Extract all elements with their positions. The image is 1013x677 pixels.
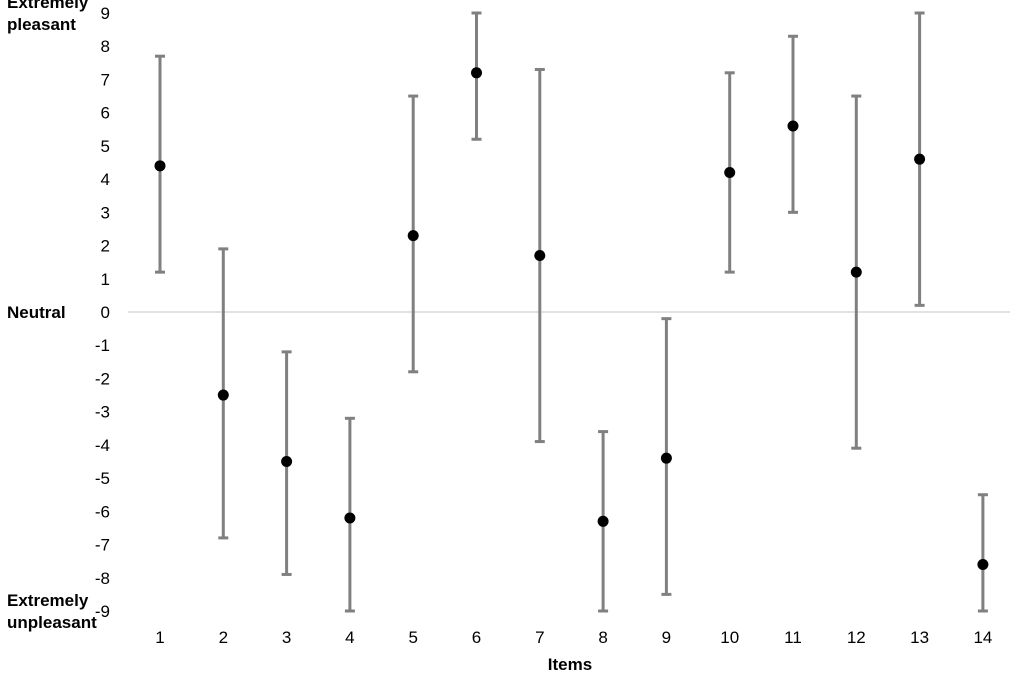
x-tick-label: 8 — [598, 628, 607, 647]
x-tick-label: 2 — [219, 628, 228, 647]
y-tick-label: -2 — [95, 369, 110, 388]
mean-point — [407, 230, 419, 242]
y-tick-label: 7 — [101, 70, 110, 89]
mean-point — [850, 266, 862, 278]
mean-point — [471, 67, 482, 79]
y-tick-label: -4 — [95, 436, 110, 455]
mean-point — [724, 166, 736, 178]
mean-point — [597, 515, 609, 527]
x-tick-label: 6 — [472, 628, 481, 647]
y-anchor-label: Extremely — [7, 591, 89, 610]
x-tick-label: 1 — [155, 628, 164, 647]
y-tick-label: -8 — [95, 569, 110, 588]
mean-point — [154, 160, 166, 172]
y-tick-label: -9 — [95, 602, 110, 621]
y-anchor-label: unpleasant — [7, 613, 97, 632]
mean-point — [787, 120, 799, 132]
y-tick-label: 6 — [101, 104, 110, 123]
y-tick-label: 3 — [101, 203, 110, 222]
y-tick-label: -1 — [95, 336, 110, 355]
y-tick-label: -7 — [95, 536, 110, 555]
y-tick-label: 0 — [101, 303, 110, 322]
y-tick-label: 9 — [101, 4, 110, 23]
mean-point — [534, 250, 546, 262]
x-tick-label: 13 — [910, 628, 929, 647]
x-tick-label: 12 — [847, 628, 866, 647]
mean-point — [344, 512, 356, 524]
mean-point — [660, 452, 672, 464]
x-tick-label: 4 — [345, 628, 354, 647]
x-axis-title: Items — [548, 655, 592, 674]
y-tick-label: 2 — [101, 237, 110, 256]
x-tick-label: 9 — [662, 628, 671, 647]
y-anchor-labels: Extremely pleasant Neutral Extremely unpleas… — [7, 0, 97, 632]
y-tick-label: 5 — [101, 137, 110, 156]
mean-point — [977, 558, 989, 570]
x-tick-label: 14 — [973, 628, 992, 647]
x-tick-label: 5 — [408, 628, 417, 647]
y-tick-labels: 9 8 7 6 5 4 3 2 1 0 -1 -2 -3 -4 -5 -6 -7 -8 -9 — [95, 4, 110, 621]
y-anchor-label: Neutral — [7, 303, 66, 322]
y-tick-label: -5 — [95, 469, 110, 488]
y-tick-label: 1 — [101, 270, 110, 289]
y-tick-label: 4 — [101, 170, 110, 189]
y-tick-label: 8 — [101, 37, 110, 56]
y-anchor-label: Extremely — [7, 0, 89, 12]
mean-markers — [154, 67, 989, 570]
y-tick-label: -3 — [95, 403, 110, 422]
y-tick-label: -6 — [95, 502, 110, 521]
y-anchor-label: pleasant — [7, 15, 76, 34]
mean-point — [281, 456, 293, 467]
x-tick-label: 11 — [784, 628, 802, 647]
x-tick-label: 3 — [282, 628, 291, 647]
mean-point — [914, 153, 926, 165]
x-tick-label: 10 — [720, 628, 739, 647]
x-tick-labels: 1 2 3 4 5 6 7 8 9 10 11 12 13 14 — [155, 628, 992, 647]
mean-point — [217, 389, 229, 401]
x-tick-label: 7 — [535, 628, 544, 647]
